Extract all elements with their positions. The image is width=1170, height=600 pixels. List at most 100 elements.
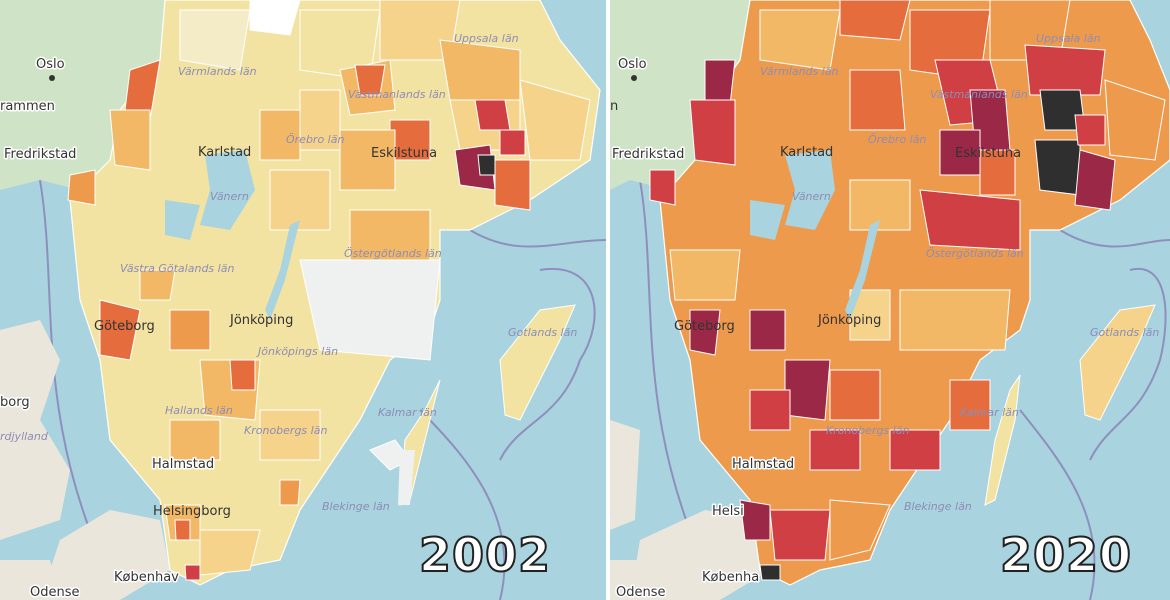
- label-helsingborg: Helsingborg: [153, 504, 231, 519]
- municipality[interactable]: [1074, 149, 1116, 211]
- municipality[interactable]: [279, 479, 301, 506]
- municipality[interactable]: [899, 289, 1011, 351]
- municipality[interactable]: [109, 109, 151, 171]
- region-ostergotland: Östergötlands län: [344, 247, 442, 260]
- municipality[interactable]: [949, 379, 991, 431]
- map-panel-2020[interactable]: Oslo Oslo n Fredrikstad Fredrikstad Karl…: [610, 0, 1170, 600]
- municipality[interactable]: [494, 159, 531, 211]
- label-goteborg: Göteborg: [674, 319, 735, 334]
- municipality[interactable]: [829, 499, 891, 561]
- svg-text:Halmstad: Halmstad: [152, 457, 214, 472]
- svg-text:rammen: rammen: [0, 99, 55, 114]
- label-jonkoping: Jönköping: [229, 313, 293, 328]
- choropleth-map-2002[interactable]: Oslo Oslo rammen rammen Fredrikstad Fred…: [0, 0, 606, 600]
- municipality[interactable]: [1104, 79, 1166, 161]
- region-vastra-gotaland: Västra Götalands län: [120, 262, 234, 275]
- municipality[interactable]: [229, 359, 256, 391]
- maritime-border: [1019, 409, 1096, 600]
- region-vastmanland: Västmanlands län: [348, 88, 446, 101]
- municipality[interactable]: [269, 169, 331, 231]
- panel-divider: [606, 0, 610, 600]
- municipality[interactable]: [1034, 139, 1081, 196]
- municipality[interactable]: [499, 129, 526, 156]
- municipality[interactable]: [849, 69, 906, 131]
- municipality[interactable]: [259, 109, 301, 161]
- municipality[interactable]: [829, 369, 881, 421]
- municipality[interactable]: [299, 259, 441, 361]
- municipality[interactable]: [1024, 44, 1106, 96]
- municipality[interactable]: [169, 419, 221, 461]
- municipality[interactable]: [669, 249, 741, 301]
- maritime-border: [1059, 229, 1170, 248]
- region-nordjylland: rdjylland: [0, 430, 49, 443]
- municipality[interactable]: [784, 359, 831, 421]
- municipality[interactable]: [739, 499, 771, 541]
- municipality[interactable]: [354, 64, 386, 96]
- municipality[interactable]: [1074, 114, 1106, 146]
- oland-south: [398, 450, 415, 505]
- label-halmstad: Halmstad: [152, 457, 214, 472]
- municipality[interactable]: [769, 509, 831, 561]
- municipality[interactable]: [519, 79, 591, 161]
- municipality[interactable]: [249, 0, 301, 36]
- municipality[interactable]: [139, 269, 176, 301]
- year-label-2002: 2002: [418, 527, 551, 583]
- svg-text:Fredrikstad: Fredrikstad: [612, 147, 684, 162]
- municipality[interactable]: [474, 99, 511, 131]
- label-vanern: Vänern: [792, 190, 831, 203]
- municipality[interactable]: [759, 564, 781, 581]
- municipality[interactable]: [849, 289, 891, 341]
- municipality[interactable]: [184, 564, 201, 581]
- region-vastmanland: Västmanlands län: [930, 88, 1028, 101]
- municipality[interactable]: [919, 189, 1021, 251]
- region-gotland: Gotlands län: [1090, 326, 1159, 339]
- region-labels: Värmlands län Västmanlands län Örebro lä…: [760, 32, 1159, 513]
- maritime-border: [419, 409, 506, 600]
- municipality[interactable]: [889, 429, 941, 471]
- municipality[interactable]: [99, 299, 141, 361]
- label-odense: Odense: [30, 585, 80, 600]
- municipality[interactable]: [689, 309, 721, 356]
- municipality[interactable]: [67, 169, 96, 206]
- municipality[interactable]: [839, 0, 911, 41]
- municipality[interactable]: [259, 409, 321, 461]
- municipality[interactable]: [339, 129, 396, 191]
- region-varmland: Värmlands län: [178, 65, 257, 78]
- svg-text:Helsi: Helsi: [712, 504, 744, 519]
- municipality[interactable]: [649, 169, 676, 206]
- municipality[interactable]: [477, 154, 496, 176]
- svg-text:Halmstad: Halmstad: [732, 457, 794, 472]
- municipality-layer: [67, 0, 591, 581]
- municipality[interactable]: [199, 529, 261, 576]
- municipality[interactable]: [979, 149, 1016, 196]
- municipality[interactable]: [169, 309, 211, 351]
- municipality[interactable]: [749, 389, 791, 431]
- norway-land: [0, 0, 165, 190]
- municipality[interactable]: [179, 9, 251, 71]
- denmark-zealand: [630, 510, 770, 600]
- map-panel-2002[interactable]: Oslo Oslo rammen rammen Fredrikstad Fred…: [0, 0, 606, 600]
- municipality[interactable]: [849, 179, 911, 231]
- place-labels: Oslo Oslo n Fredrikstad Fredrikstad Karl…: [610, 56, 1021, 600]
- municipality[interactable]: [759, 9, 841, 71]
- region-jonkoping: Jönköpings län: [256, 345, 338, 358]
- municipality[interactable]: [174, 519, 191, 541]
- municipality[interactable]: [749, 309, 786, 351]
- svg-text:Københa: Københa: [702, 570, 759, 585]
- region-varmland: Värmlands län: [760, 65, 839, 78]
- municipality[interactable]: [809, 429, 861, 471]
- region-uppsala: Uppsala län: [454, 32, 519, 45]
- choropleth-map-2020[interactable]: Oslo Oslo n Fredrikstad Fredrikstad Karl…: [610, 0, 1170, 600]
- label-fredrikstad: Fredrikstad: [4, 147, 76, 162]
- region-halland: Hallands län: [165, 404, 233, 417]
- region-kalmar: Kalmar län: [378, 406, 437, 419]
- label-jonkoping: Jönköping: [817, 313, 881, 328]
- municipality[interactable]: [439, 39, 521, 101]
- label-odense: Odense: [616, 585, 666, 600]
- municipality[interactable]: [704, 59, 736, 106]
- municipality[interactable]: [689, 99, 736, 166]
- svg-text:Københav: Københav: [114, 570, 179, 585]
- denmark-funen: [0, 560, 60, 600]
- lake-vattern: [265, 220, 300, 320]
- denmark-jutland: [610, 420, 640, 530]
